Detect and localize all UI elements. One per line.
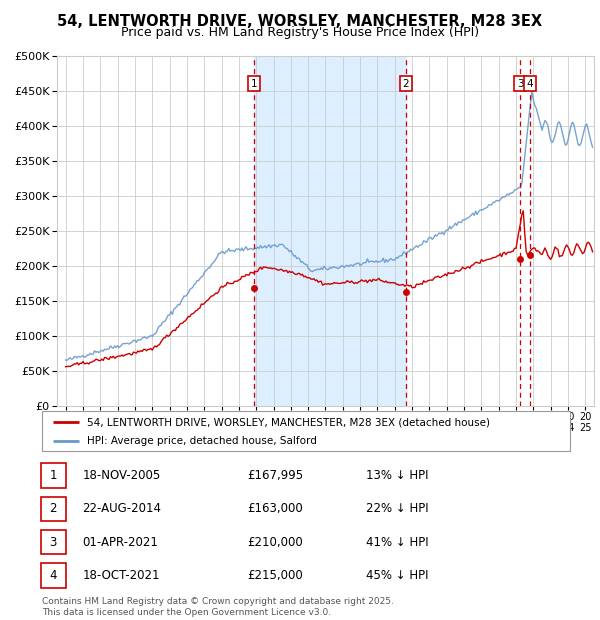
- Text: £210,000: £210,000: [247, 536, 303, 549]
- FancyBboxPatch shape: [41, 563, 66, 588]
- Text: 3: 3: [50, 536, 57, 549]
- Text: Contains HM Land Registry data © Crown copyright and database right 2025.
This d: Contains HM Land Registry data © Crown c…: [42, 598, 394, 617]
- Text: HPI: Average price, detached house, Salford: HPI: Average price, detached house, Salf…: [87, 436, 317, 446]
- Text: 18-OCT-2021: 18-OCT-2021: [83, 569, 160, 582]
- Text: 4: 4: [527, 79, 533, 89]
- Bar: [254, 56, 406, 406]
- Text: 45% ↓ HPI: 45% ↓ HPI: [366, 569, 428, 582]
- Text: Price paid vs. HM Land Registry's House Price Index (HPI): Price paid vs. HM Land Registry's House …: [121, 26, 479, 39]
- Text: £215,000: £215,000: [247, 569, 303, 582]
- Text: 22-AUG-2014: 22-AUG-2014: [83, 502, 161, 515]
- Text: 54, LENTWORTH DRIVE, WORSLEY, MANCHESTER, M28 3EX (detached house): 54, LENTWORTH DRIVE, WORSLEY, MANCHESTER…: [87, 417, 490, 427]
- Text: 41% ↓ HPI: 41% ↓ HPI: [366, 536, 428, 549]
- Text: 1: 1: [50, 469, 57, 482]
- Text: 2: 2: [50, 502, 57, 515]
- Text: 1: 1: [251, 79, 257, 89]
- Text: £163,000: £163,000: [247, 502, 303, 515]
- Text: 54, LENTWORTH DRIVE, WORSLEY, MANCHESTER, M28 3EX: 54, LENTWORTH DRIVE, WORSLEY, MANCHESTER…: [58, 14, 542, 29]
- Text: 3: 3: [517, 79, 524, 89]
- Text: 01-APR-2021: 01-APR-2021: [83, 536, 158, 549]
- Text: £167,995: £167,995: [247, 469, 304, 482]
- Text: 22% ↓ HPI: 22% ↓ HPI: [366, 502, 428, 515]
- Text: 13% ↓ HPI: 13% ↓ HPI: [366, 469, 428, 482]
- FancyBboxPatch shape: [41, 463, 66, 488]
- FancyBboxPatch shape: [41, 497, 66, 521]
- Text: 2: 2: [403, 79, 409, 89]
- FancyBboxPatch shape: [41, 530, 66, 554]
- Text: 18-NOV-2005: 18-NOV-2005: [83, 469, 161, 482]
- Text: 4: 4: [50, 569, 57, 582]
